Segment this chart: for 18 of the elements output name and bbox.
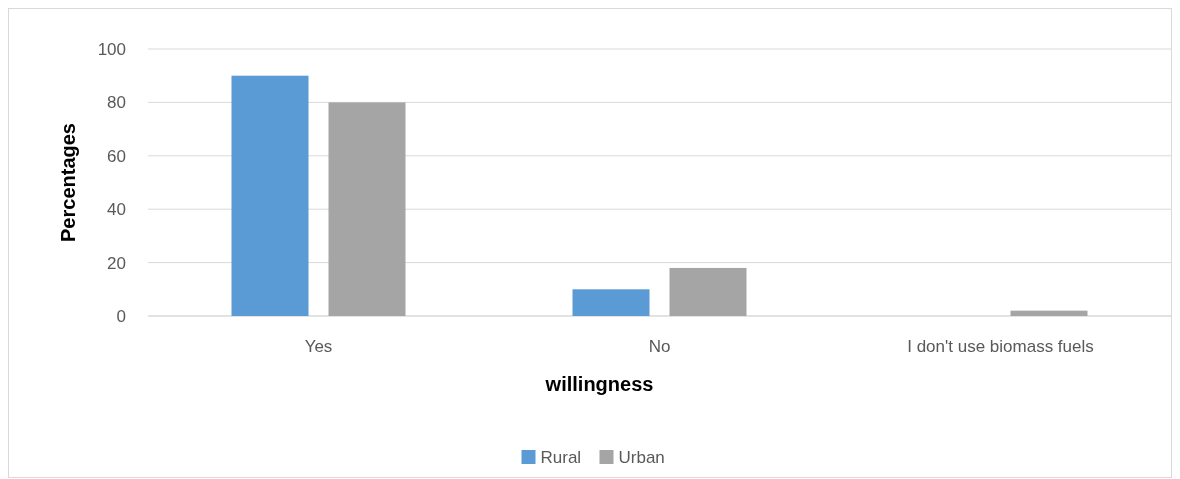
y-tick-label: 100 bbox=[97, 39, 126, 59]
bar bbox=[1010, 310, 1088, 316]
bar bbox=[572, 289, 650, 316]
y-tick-label: 0 bbox=[116, 306, 126, 326]
y-tick-label: 80 bbox=[107, 93, 126, 113]
bar bbox=[328, 102, 406, 316]
bar bbox=[669, 267, 747, 316]
x-tick-label: I don't use biomass fuels bbox=[907, 336, 1094, 356]
x-tick-label: No bbox=[648, 336, 671, 356]
y-axis-title: Percentages bbox=[57, 123, 79, 242]
x-axis-title: willingness bbox=[544, 373, 654, 395]
legend-label: Rural bbox=[540, 447, 582, 467]
legend-label: Urban bbox=[618, 447, 665, 467]
x-tick-label: Yes bbox=[304, 336, 333, 356]
y-tick-label: 60 bbox=[107, 146, 126, 166]
bar bbox=[231, 75, 309, 316]
y-tick-label: 20 bbox=[107, 253, 126, 273]
y-tick-label: 40 bbox=[107, 200, 126, 220]
